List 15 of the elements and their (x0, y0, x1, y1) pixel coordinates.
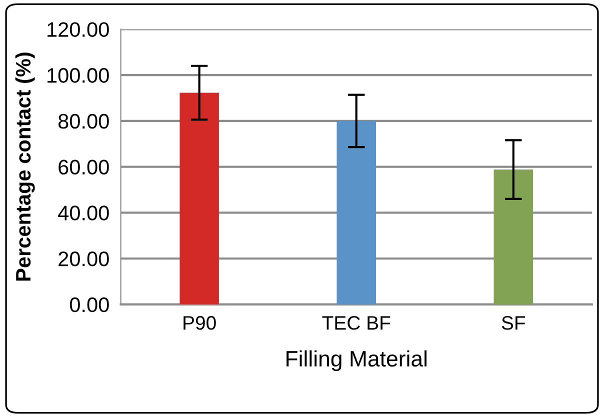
bar (336, 120, 376, 304)
y-tick-label: 120.00 (48, 22, 109, 37)
x-tick-label: TEC BF (322, 316, 390, 330)
y-tick-label: 80.00 (58, 114, 109, 129)
bar (180, 92, 219, 304)
y-tick-label: 60.00 (58, 160, 109, 175)
x-tick-label: P90 (184, 316, 216, 330)
y-tick-label: 0.00 (70, 297, 109, 312)
y-tick-label: 20.00 (58, 252, 109, 266)
y-tick-label: 100.00 (48, 68, 109, 83)
y-tick-label: 40.00 (58, 206, 109, 220)
bar (494, 170, 534, 304)
x-tick-label: SF (502, 316, 526, 330)
y-axis-title: Percentage contact (%) (15, 52, 35, 281)
x-axis-title: Filling Material (286, 350, 427, 372)
